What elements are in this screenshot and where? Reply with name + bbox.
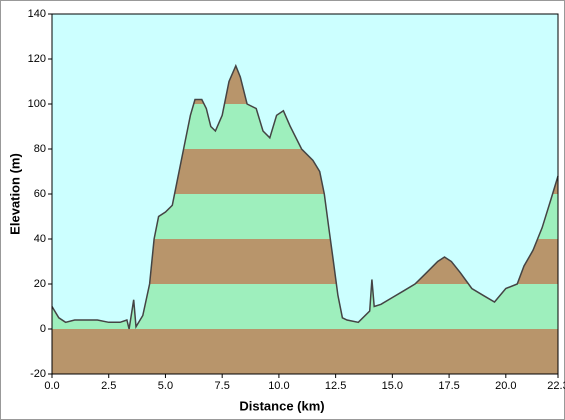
y-tick-label: -20 bbox=[30, 368, 46, 380]
elevation-line bbox=[51, 63, 559, 330]
y-tick-label: 40 bbox=[34, 233, 46, 245]
y-tick-label: 60 bbox=[34, 188, 46, 200]
x-tick-label: 7.5 bbox=[215, 380, 230, 392]
y-tick-label: 100 bbox=[28, 98, 46, 110]
x-tick-label: 17.5 bbox=[438, 380, 459, 392]
x-tick-label: 2.5 bbox=[101, 380, 116, 392]
y-tick-label: 120 bbox=[28, 53, 46, 65]
x-tick-label: 22.3 bbox=[547, 380, 565, 392]
x-tick-label: 20.0 bbox=[495, 380, 516, 392]
y-tick-label: 0 bbox=[40, 323, 46, 335]
y-tick-label: 140 bbox=[28, 8, 46, 20]
x-tick-label: 0.0 bbox=[44, 380, 59, 392]
x-axis-label: Distance (km) bbox=[239, 398, 324, 413]
x-tick-label: 5.0 bbox=[158, 380, 173, 392]
y-tick-label: 80 bbox=[34, 143, 46, 155]
x-tick-label: 15.0 bbox=[382, 380, 403, 392]
y-axis-label: Elevation (m) bbox=[7, 153, 22, 235]
elevation-band bbox=[52, 329, 558, 374]
y-tick-label: 20 bbox=[34, 278, 46, 290]
x-tick-label: 12.5 bbox=[325, 380, 346, 392]
x-tick-label: 10.0 bbox=[268, 380, 289, 392]
